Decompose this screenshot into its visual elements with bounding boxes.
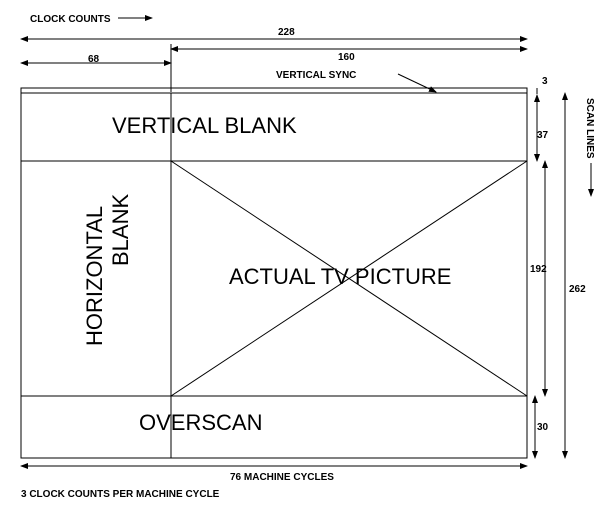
hblank-width-label: 68 <box>88 54 100 65</box>
vertical-blank-label: VERTICAL BLANK <box>112 113 297 138</box>
frame-outline <box>20 87 528 459</box>
footnote-label: 3 CLOCK COUNTS PER MACHINE CYCLE <box>21 489 220 500</box>
picture-lines-label: 192 <box>530 264 547 275</box>
total-lines-label: 262 <box>569 284 586 295</box>
vertical-sync-label: VERTICAL SYNC <box>276 70 356 81</box>
vblank-lines-label: 37 <box>537 130 549 141</box>
total-width-label: 228 <box>278 27 295 38</box>
overscan-lines-label: 30 <box>537 422 549 433</box>
vsync-lines-label: 3 <box>542 76 548 87</box>
scan-lines-label: SCAN LINES <box>584 98 595 159</box>
machine-cycles-label: 76 MACHINE CYCLES <box>230 472 334 483</box>
clock-counts-label: CLOCK COUNTS <box>30 14 111 25</box>
horizontal-blank-label: HORIZONTAL BLANK <box>82 194 133 346</box>
svg-text:SCAN LINES: SCAN LINES <box>584 98 595 159</box>
vertical-sync-pointer <box>397 73 437 93</box>
overscan-label: OVERSCAN <box>139 410 262 435</box>
svg-text:BLANK: BLANK <box>108 194 133 266</box>
actual-tv-picture-label: ACTUAL TV PICTURE <box>229 264 451 289</box>
picture-diagonal-2 <box>170 160 528 397</box>
picture-width-label: 160 <box>338 52 355 63</box>
svg-text:HORIZONTAL: HORIZONTAL <box>82 206 107 346</box>
